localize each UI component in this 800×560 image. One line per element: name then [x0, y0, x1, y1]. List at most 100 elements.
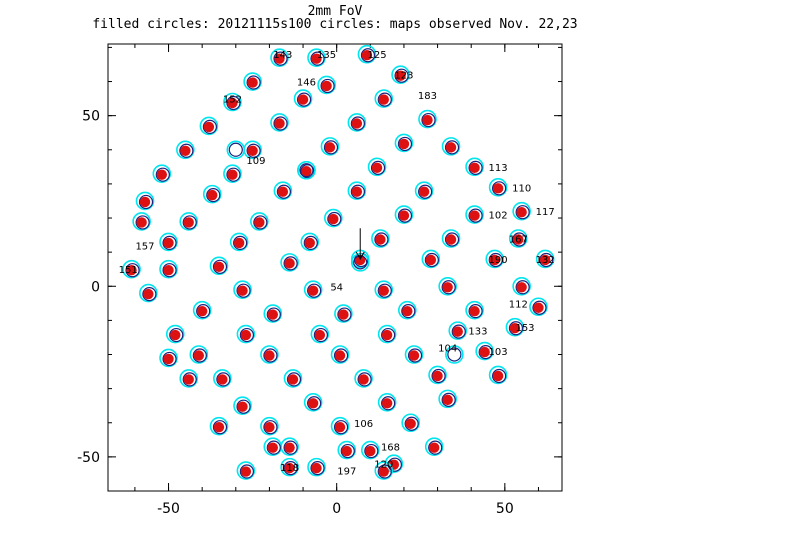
filled-circle: [402, 305, 413, 317]
map-circle-blue: [394, 68, 409, 83]
map-circle-cyan: [367, 157, 387, 177]
filled-circle: [233, 237, 245, 249]
map-circle-cyan: [303, 392, 323, 412]
map-circle-blue: [468, 208, 483, 223]
map-circle-cyan: [377, 324, 397, 344]
map-circle-cyan: [159, 232, 178, 252]
filled-circle: [284, 442, 295, 453]
map-circle-cyan: [293, 89, 313, 108]
arrow-head: [355, 251, 365, 260]
pixel-label: 132: [536, 255, 555, 266]
pixel-label: 104: [438, 344, 457, 355]
filled-circle: [509, 323, 521, 334]
map-circle-blue: [142, 286, 157, 302]
map-circle-cyan: [330, 345, 350, 364]
map-circle-cyan: [418, 109, 437, 129]
filled-circle: [378, 94, 389, 105]
map-circle-blue: [401, 304, 416, 319]
map-circle-blue: [300, 164, 315, 179]
filled-circle: [533, 302, 544, 313]
filled-circle: [328, 213, 339, 225]
map-circle-blue: [360, 48, 376, 63]
map-circle-blue: [468, 160, 483, 175]
map-circle-blue: [155, 167, 170, 182]
map-circle-blue: [310, 51, 325, 66]
pixel-label: 133: [468, 327, 487, 338]
map-circle-blue: [246, 143, 261, 158]
map-circle-cyan: [243, 72, 262, 91]
map-circle-cyan: [165, 324, 185, 344]
map-circle-blue: [179, 143, 194, 158]
map-circle-cyan: [465, 300, 484, 320]
pixel-label: 109: [246, 156, 265, 167]
filled-circle: [207, 189, 218, 201]
map-circle-blue: [286, 372, 302, 387]
map-circle-blue: [444, 232, 460, 247]
map-circle-blue: [313, 327, 328, 343]
filled-circle: [217, 374, 228, 385]
map-circle-cyan: [179, 369, 199, 388]
map-circle-cyan: [263, 304, 283, 323]
filled-circle: [321, 80, 332, 92]
filled-circle: [297, 94, 309, 105]
x-tick-label: 0: [332, 501, 341, 517]
map-circle-cyan: [159, 348, 178, 368]
pixel-label: 157: [135, 241, 154, 252]
map-circle-cyan: [488, 365, 508, 385]
map-circle-cyan: [135, 191, 155, 211]
filled-circle: [163, 265, 174, 276]
filled-circle: [139, 196, 151, 208]
map-circle-cyan: [465, 157, 484, 177]
map-circle-blue: [266, 307, 281, 322]
map-circle-blue: [350, 116, 365, 131]
map-circle-blue: [162, 263, 177, 278]
map-circle-cyan: [273, 181, 293, 201]
filled-circle: [334, 421, 346, 433]
filled-circle: [418, 186, 430, 197]
map-circle-blue: [212, 259, 228, 274]
filled-circle: [489, 254, 500, 266]
map-circle-blue: [512, 232, 527, 247]
map-circle-blue: [451, 324, 466, 339]
filled-circle: [213, 261, 225, 272]
pixel-label: 135: [317, 50, 336, 61]
map-circle-cyan: [441, 137, 461, 156]
filled-circle: [395, 70, 406, 81]
filled-circle: [405, 418, 416, 429]
map-circle-blue: [283, 461, 298, 476]
filled-circle: [432, 370, 443, 382]
map-circle-blue: [515, 280, 530, 295]
pixel-label: 153: [515, 323, 534, 334]
map-circle-cyan: [421, 249, 441, 269]
map-circle-cyan: [485, 249, 505, 269]
map-circle-cyan: [226, 140, 246, 160]
y-tick-label: 50: [82, 109, 100, 125]
filled-circle: [287, 374, 299, 385]
map-circle-cyan: [209, 416, 229, 436]
pixel-label: 54: [330, 282, 343, 293]
map-circle-cyan: [122, 259, 141, 279]
map-circle-cyan: [424, 437, 444, 456]
map-circle-blue: [381, 327, 396, 343]
filled-circle: [371, 162, 383, 174]
x-tick-label: -50: [157, 501, 180, 517]
map-circle-cyan: [317, 75, 336, 95]
pixel-label: 117: [536, 207, 555, 218]
filled-circle: [365, 445, 376, 457]
map-circle-cyan: [236, 461, 256, 480]
pixel-label: 103: [489, 347, 508, 358]
pixel-label: 190: [489, 255, 508, 266]
filled-circle: [304, 237, 315, 249]
map-circle-cyan: [374, 280, 394, 299]
map-circle-cyan: [209, 256, 229, 276]
map-circle-cyan: [374, 461, 394, 480]
filled-circle: [180, 145, 191, 156]
map-circle-cyan: [512, 201, 531, 221]
y-tick-label: 0: [91, 279, 100, 295]
filled-circle: [267, 442, 278, 453]
map-circle-cyan: [330, 416, 350, 436]
map-circle-blue: [337, 307, 352, 322]
filled-circle: [351, 186, 363, 197]
map-circle-blue: [323, 140, 339, 155]
